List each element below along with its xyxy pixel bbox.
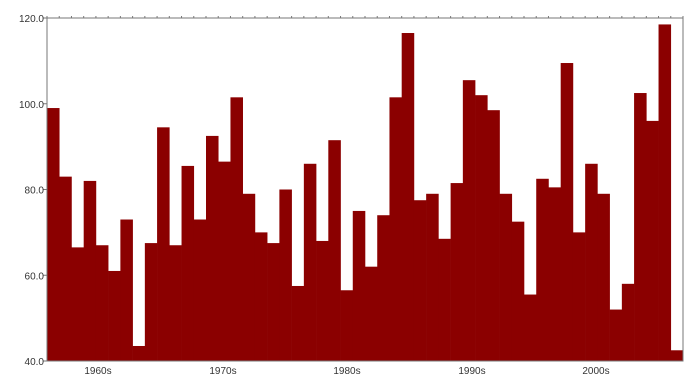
bar — [377, 215, 390, 361]
x-tick-label: 1970s — [209, 366, 236, 376]
bar — [340, 290, 354, 361]
bar — [95, 245, 109, 361]
bar — [291, 285, 305, 361]
y-axis: 40.0 60.0 80.0 100.0 120.0 — [19, 14, 47, 368]
bar — [254, 232, 268, 362]
bar — [279, 189, 292, 361]
bar — [401, 33, 415, 361]
bar — [83, 180, 97, 361]
bar — [413, 200, 427, 361]
bar — [524, 294, 537, 361]
bar — [438, 238, 451, 361]
bar — [267, 243, 280, 361]
x-tick-label: 1990s — [458, 366, 485, 376]
x-tick-label: 2000s — [582, 366, 609, 376]
y-tick-label: 100.0 — [19, 100, 44, 111]
bar — [597, 193, 610, 361]
bar — [389, 97, 402, 361]
bar — [328, 140, 341, 361]
bar — [169, 245, 182, 361]
bar — [609, 309, 623, 361]
y-tick-label: 60.0 — [25, 271, 45, 282]
bar — [450, 183, 464, 361]
x-tick-label: 1980s — [333, 366, 360, 376]
bar — [658, 24, 672, 362]
y-tick-label: 40.0 — [25, 357, 45, 368]
bar — [572, 232, 586, 362]
bar — [206, 135, 219, 361]
bar — [303, 163, 317, 361]
bar — [108, 270, 121, 361]
bar — [621, 283, 635, 361]
bars-group — [47, 24, 684, 362]
bar — [560, 63, 574, 362]
bar — [230, 97, 243, 361]
bar — [157, 127, 170, 361]
bar — [218, 161, 231, 361]
bar — [475, 95, 488, 362]
bar — [144, 243, 158, 361]
bar — [365, 266, 378, 361]
bar — [193, 219, 207, 361]
bar — [352, 210, 366, 361]
bar — [548, 187, 561, 361]
bar — [462, 80, 476, 362]
x-axis: 1960s 1970s 1980s 1990s 2000s — [84, 366, 609, 376]
bar — [487, 110, 500, 362]
bar — [242, 193, 256, 361]
bar — [120, 219, 133, 361]
x-tick-label: 1960s — [84, 366, 111, 376]
bar — [511, 221, 525, 361]
bar — [181, 165, 195, 361]
bar — [47, 108, 60, 361]
bar — [499, 193, 513, 361]
bar — [670, 350, 684, 361]
bar — [59, 176, 72, 361]
bar — [634, 93, 647, 361]
bar — [71, 247, 84, 361]
bar — [316, 240, 329, 361]
bar — [426, 193, 439, 361]
bar — [132, 345, 146, 361]
bar — [536, 178, 549, 361]
bar — [646, 120, 659, 362]
y-tick-label: 80.0 — [25, 186, 45, 197]
y-tick-label: 120.0 — [19, 14, 44, 25]
bar — [585, 163, 598, 361]
